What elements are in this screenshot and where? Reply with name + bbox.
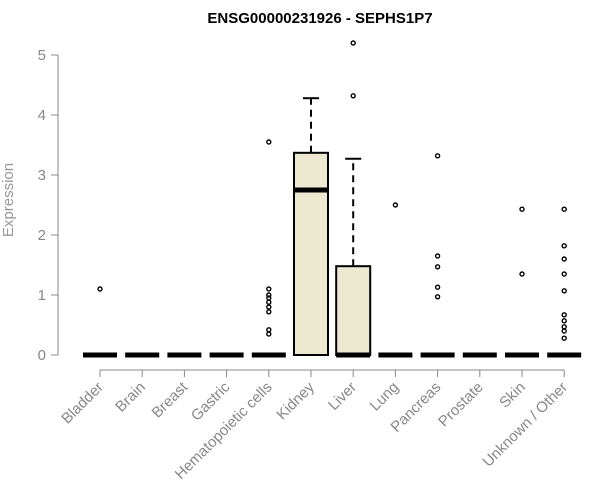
outlier-point — [434, 294, 441, 300]
outlier-point — [561, 335, 567, 341]
box-group — [420, 153, 455, 358]
outlier-point — [350, 93, 356, 99]
outlier-point — [266, 292, 272, 298]
chart-title: ENSG00000231926 - SEPHS1P7 — [207, 10, 432, 27]
y-tick-label: 2 — [38, 227, 46, 244]
x-tick-label: Bladder — [58, 379, 107, 428]
x-tick-label: Brain — [112, 379, 149, 416]
outlier-point — [434, 153, 441, 159]
y-tick-label: 5 — [38, 47, 46, 64]
outlier-point — [561, 243, 567, 249]
box-group — [83, 286, 117, 358]
y-axis: 0 1 2 3 4 5 — [38, 47, 59, 364]
y-tick-label: 3 — [38, 167, 46, 184]
outlier-point — [266, 331, 272, 337]
y-axis-label: Expression — [0, 163, 17, 237]
y-tick-label: 0 — [38, 347, 46, 364]
y-tick-label: 4 — [38, 107, 46, 124]
outlier-point — [434, 253, 441, 259]
outlier-point — [266, 309, 272, 315]
plot-area — [83, 40, 582, 358]
outlier-point — [350, 40, 356, 46]
x-tick-label: Lung — [367, 379, 403, 415]
outlier-point — [266, 139, 272, 145]
box-group — [378, 202, 413, 358]
outlier-point — [561, 312, 567, 318]
outlier-point — [392, 202, 399, 208]
x-tick-label: Liver — [325, 379, 360, 414]
box-group — [335, 40, 372, 358]
box — [293, 151, 329, 356]
box-group — [505, 206, 539, 358]
outlier-point — [266, 327, 272, 333]
box — [335, 265, 372, 357]
outlier-point — [561, 328, 567, 334]
outlier-point — [266, 304, 272, 310]
outlier-point — [561, 206, 567, 212]
outlier-point — [97, 286, 103, 292]
outlier-point — [561, 271, 567, 277]
outlier-point — [561, 318, 567, 324]
outlier-point — [434, 284, 441, 290]
outlier-point — [266, 295, 272, 301]
outlier-point — [519, 206, 525, 212]
outlier-point — [434, 264, 441, 270]
x-tick-label: Kidney — [273, 378, 318, 423]
outlier-point — [266, 286, 272, 292]
y-tick-label: 1 — [38, 287, 46, 304]
outlier-point — [561, 324, 567, 330]
box-group — [547, 206, 582, 358]
box-group — [251, 139, 286, 358]
outlier-point — [266, 299, 272, 305]
outlier-point — [519, 271, 525, 277]
outlier-point — [561, 288, 567, 294]
box-group — [293, 97, 329, 356]
x-tick-label: Skin — [496, 379, 529, 412]
x-tick-label: Prostate — [435, 379, 487, 431]
x-tick-label: Breast — [149, 378, 192, 421]
outlier-point — [561, 256, 567, 262]
